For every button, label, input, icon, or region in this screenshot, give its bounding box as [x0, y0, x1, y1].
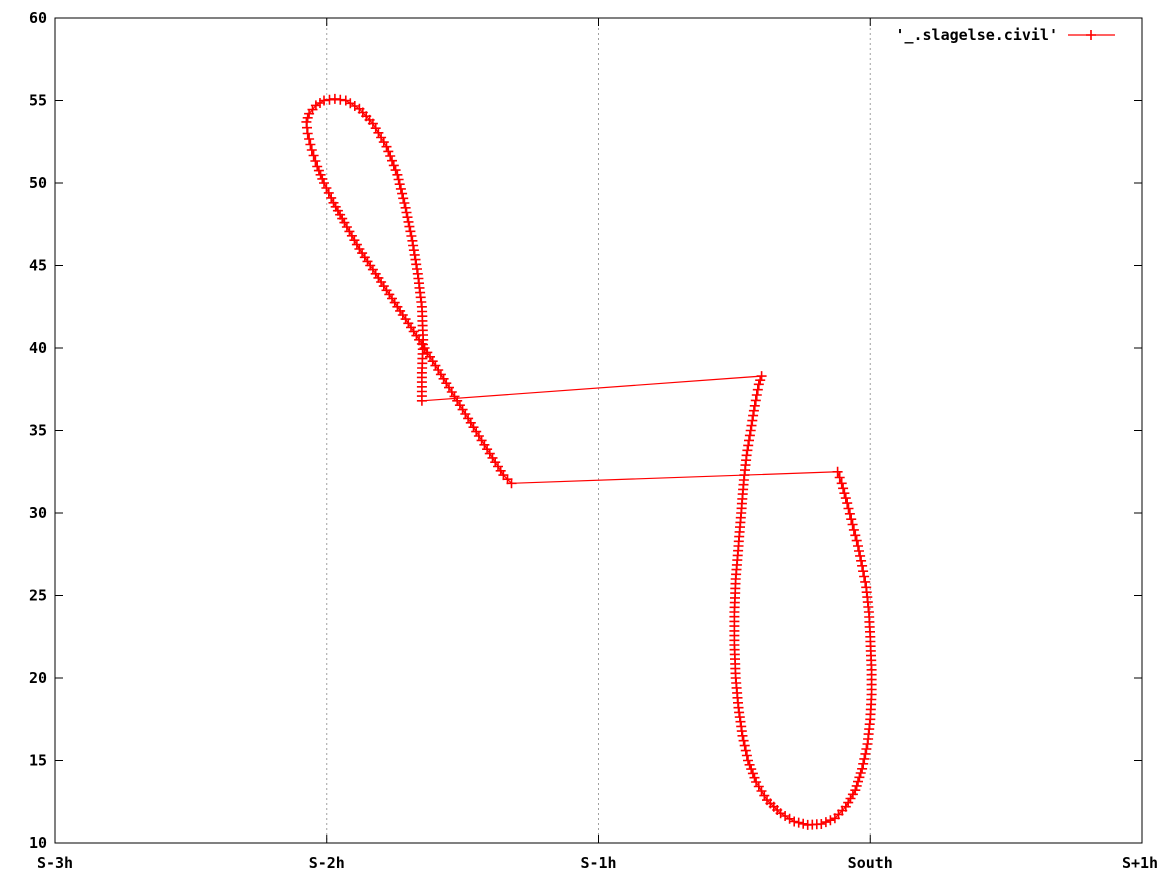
- series-layer: [301, 93, 877, 830]
- tick-layer: S-3h S-2h S-1h South S+1h 10 15 20 25 30 35 40 45 50 5…: [29, 9, 1158, 872]
- y-tick-label: 30: [29, 504, 47, 522]
- y-tick-label: 20: [29, 669, 47, 687]
- y-tick-label: 25: [29, 587, 47, 605]
- y-tick-label: 45: [29, 257, 47, 275]
- legend-marker-sample: [1086, 30, 1096, 40]
- y-tick-label: 15: [29, 752, 47, 770]
- y-tick-label: 55: [29, 92, 47, 110]
- legend: '_.slagelse.civil': [895, 26, 1115, 44]
- y-tick-label: 40: [29, 339, 47, 357]
- legend-label: '_.slagelse.civil': [895, 26, 1058, 44]
- x-tick-label: S-2h: [309, 854, 345, 872]
- y-tick-label: 35: [29, 422, 47, 440]
- y-tick-label: 10: [29, 834, 47, 852]
- x-tick-label: S+1h: [1122, 854, 1158, 872]
- x-tick-label: South: [848, 854, 893, 872]
- y-tick-label: 50: [29, 174, 47, 192]
- series-markers: [301, 93, 877, 830]
- x-tick-label: S-3h: [37, 854, 73, 872]
- x-tick-label: S-1h: [580, 854, 616, 872]
- y-tick-label: 60: [29, 9, 47, 27]
